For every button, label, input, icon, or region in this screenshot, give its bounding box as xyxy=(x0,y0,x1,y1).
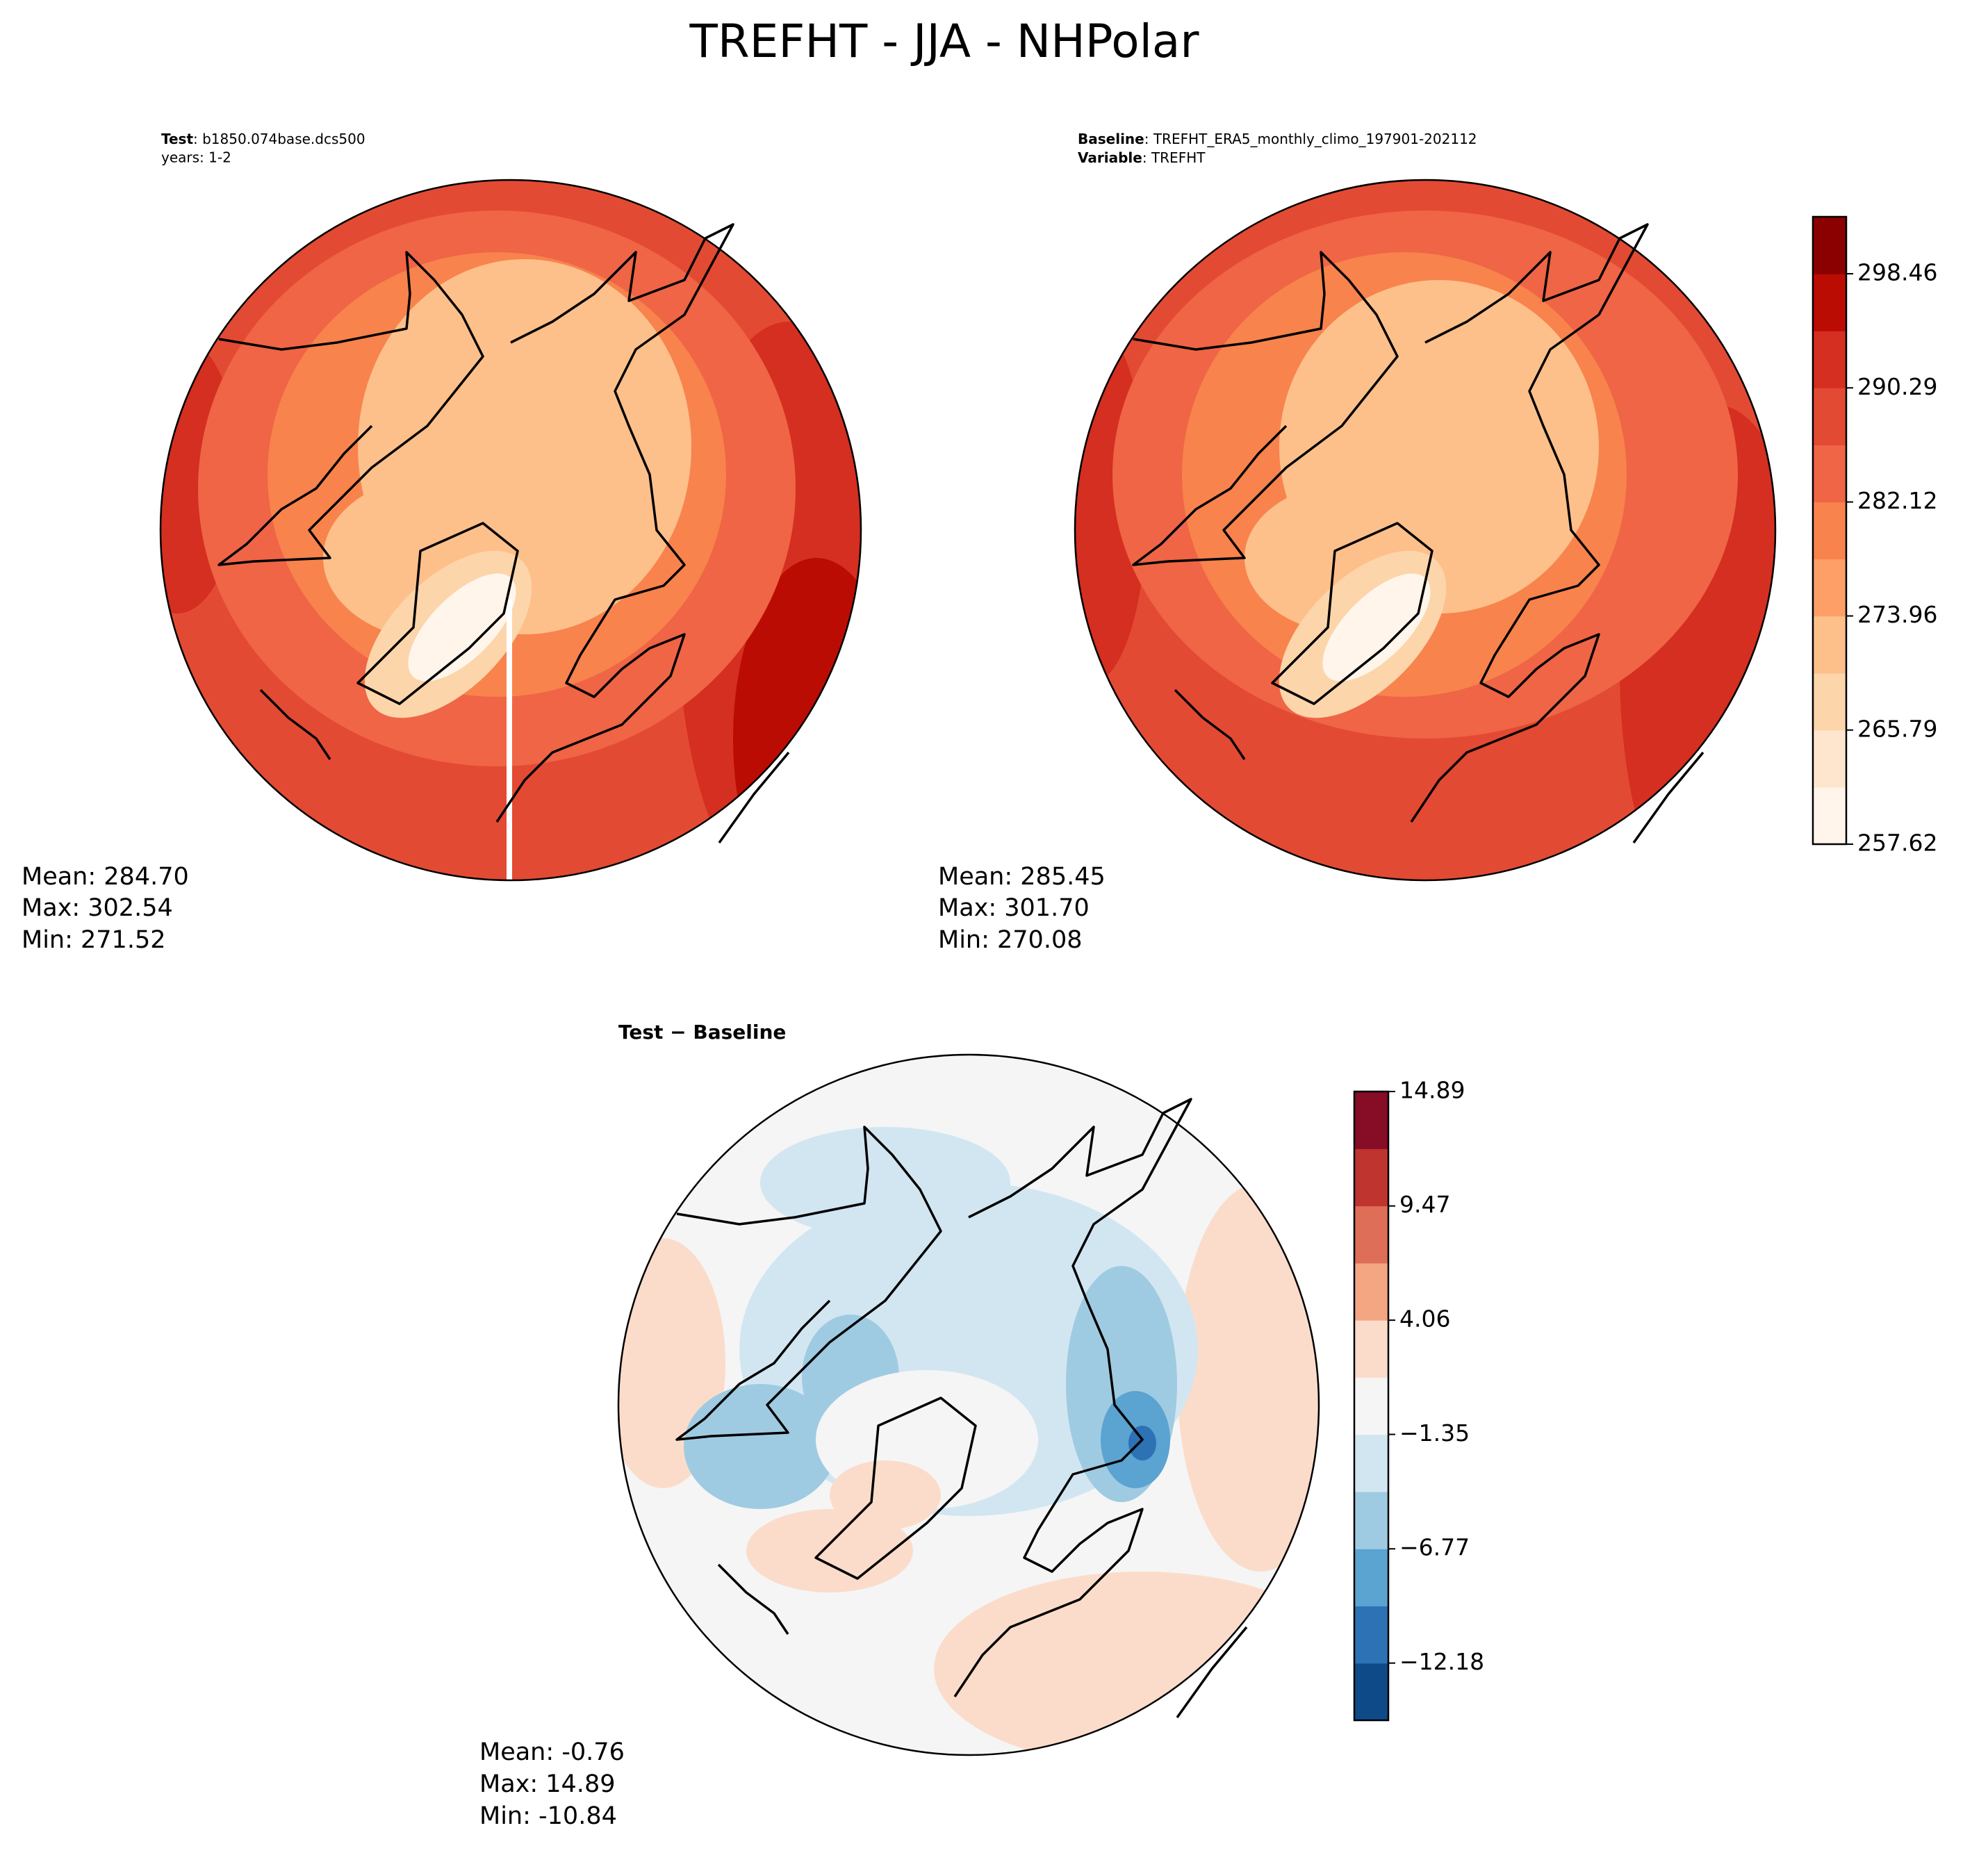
panel-variable-name: : TREFHT xyxy=(1142,149,1206,166)
colorbar-band xyxy=(1354,1377,1388,1435)
panel-label: Variable xyxy=(1078,149,1142,166)
colorbar-tick-label: 290.29 xyxy=(1857,373,1937,400)
colorbar-band xyxy=(1813,274,1846,331)
panel-label: Test − Baseline xyxy=(618,1021,786,1044)
colorbar-band xyxy=(1813,445,1846,503)
colorbar-band xyxy=(1813,673,1846,731)
stat-line: Mean: 284.70 xyxy=(22,863,189,891)
panel-label: Baseline xyxy=(1078,131,1144,147)
panel-header: Test: b1850.074base.dcs500 xyxy=(161,131,365,147)
colorbar-tick-label: 14.89 xyxy=(1399,1077,1465,1104)
stat-line: Min: 271.52 xyxy=(22,926,166,954)
colorbar-tick-label: −12.18 xyxy=(1399,1648,1484,1675)
colorbar-tick-label: 282.12 xyxy=(1857,487,1937,514)
colorbar-band xyxy=(1813,502,1846,560)
colorbar-band xyxy=(1813,217,1846,274)
colorbar-band xyxy=(1813,559,1846,617)
colorbar-band xyxy=(1354,1549,1388,1607)
colorbar-tick-label: 298.46 xyxy=(1857,259,1937,286)
panel-header: Baseline: TREFHT_ERA5_monthly_climo_1979… xyxy=(1078,131,1477,147)
panel-label: Test xyxy=(161,131,193,147)
colorbar-tick-label: 265.79 xyxy=(1857,715,1937,742)
stat-line: Mean: 285.45 xyxy=(938,863,1106,891)
figure-title: TREFHT - JJA - NHPolar xyxy=(689,15,1200,68)
panel-case: : TREFHT_ERA5_monthly_climo_197901-20211… xyxy=(1144,131,1477,147)
colorbar-band xyxy=(1813,730,1846,788)
colorbar-band xyxy=(1813,388,1846,445)
colorbar-band xyxy=(1813,787,1846,845)
panel-variable: Variable: TREFHT xyxy=(1078,149,1206,166)
colorbar-band xyxy=(1354,1491,1388,1549)
colorbar-band xyxy=(1813,616,1846,674)
colorbar-tick-label: −1.35 xyxy=(1399,1419,1470,1447)
colorbar-tick-label: −6.77 xyxy=(1399,1534,1470,1561)
panel-case: : b1850.074base.dcs500 xyxy=(193,131,365,147)
stat-line: Max: 301.70 xyxy=(938,894,1090,922)
colorbar-frame xyxy=(1353,1090,1390,1722)
colorbar-band xyxy=(1354,1434,1388,1492)
colorbar-band xyxy=(1354,1148,1388,1207)
stat-line: Max: 14.89 xyxy=(479,1770,615,1798)
colorbar-band xyxy=(1354,1262,1388,1321)
colorbar-tick-label: 257.62 xyxy=(1857,830,1937,857)
panel-years: years: 1-2 xyxy=(161,149,231,166)
colorbar-band xyxy=(1354,1092,1388,1149)
stat-line: Min: 270.08 xyxy=(938,926,1083,954)
colorbar-band xyxy=(1354,1205,1388,1264)
baseline-map xyxy=(1074,179,1777,882)
stat-line: Max: 302.54 xyxy=(22,894,173,922)
colorbar-band xyxy=(1354,1320,1388,1378)
colorbar-band xyxy=(1354,1606,1388,1664)
colorbar-band xyxy=(1813,331,1846,388)
colorbar-band xyxy=(1354,1663,1388,1721)
colorbar-tick-label: 9.47 xyxy=(1399,1191,1450,1218)
test-map xyxy=(159,179,862,882)
colorbar-frame xyxy=(1812,215,1848,846)
difference-map xyxy=(617,1053,1320,1756)
stat-line: Min: -10.84 xyxy=(479,1802,617,1830)
colorbar-tick-label: 273.96 xyxy=(1857,601,1937,628)
colorbar-tick-label: 4.06 xyxy=(1399,1306,1450,1333)
stat-line: Mean: -0.76 xyxy=(479,1738,625,1766)
